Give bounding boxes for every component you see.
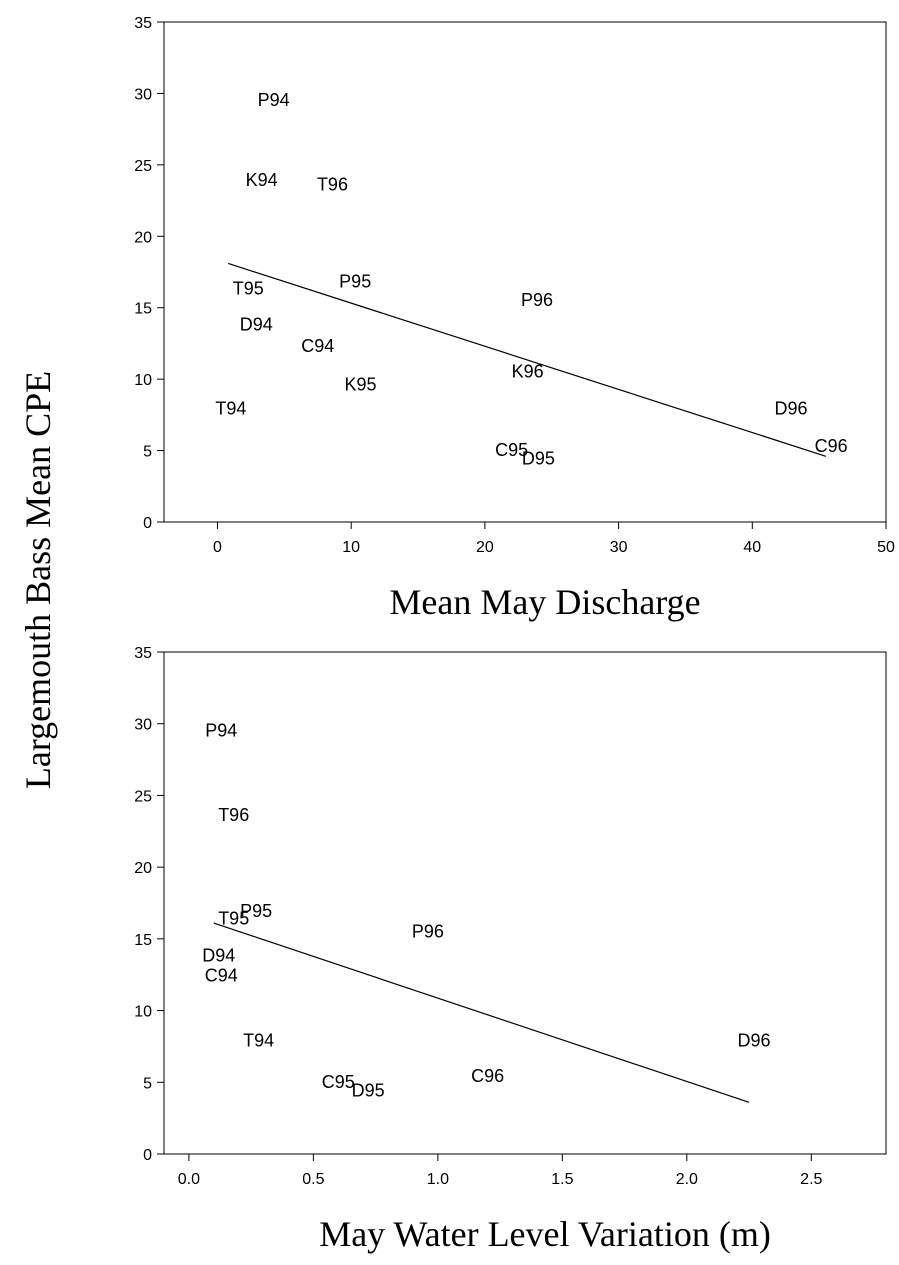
point-label: D94 xyxy=(202,946,235,966)
y-tick-label: 35 xyxy=(134,645,152,662)
y-tick-label: 5 xyxy=(143,1075,152,1092)
y-tick-label: 30 xyxy=(134,717,152,734)
x-tick-label: 50 xyxy=(877,539,895,556)
point-label: P95 xyxy=(339,272,371,292)
point-label: K96 xyxy=(512,362,544,382)
point-label: P96 xyxy=(412,921,444,941)
point-label: C95 xyxy=(322,1072,355,1092)
point-label: D96 xyxy=(775,399,808,419)
chart-top: 0 5 10 15 20 25 30 35 0 10 20 30 40 50 P94 K94 T96 T95 P95… xyxy=(134,15,895,622)
point-label: P96 xyxy=(521,290,553,310)
x-tick-label: 20 xyxy=(476,539,494,556)
x-tick-label: 0.5 xyxy=(302,1171,324,1188)
y-tick-label: 5 xyxy=(143,444,152,461)
point-label: D96 xyxy=(738,1030,771,1050)
y-tick-label: 10 xyxy=(134,372,152,389)
point-label: P94 xyxy=(205,720,237,740)
point-label: T94 xyxy=(243,1030,274,1050)
point-label: P94 xyxy=(258,90,290,110)
point-label: C95 xyxy=(495,440,528,460)
point-label: D94 xyxy=(240,314,273,334)
regression-line xyxy=(227,262,827,457)
shared-y-axis-title: Largemouth Bass Mean CPE xyxy=(18,371,58,789)
x-tick-label: 2.5 xyxy=(800,1171,822,1188)
y-tick-label: 0 xyxy=(143,515,152,532)
y-tick-label: 0 xyxy=(143,1147,152,1164)
plot-frame xyxy=(163,21,887,523)
x-tick-label: 10 xyxy=(342,539,360,556)
point-label: C94 xyxy=(205,966,238,986)
x-tick-label: 30 xyxy=(610,539,628,556)
point-label: T94 xyxy=(215,399,246,419)
y-tick-label: 10 xyxy=(134,1004,152,1021)
x-tick-label: 2.0 xyxy=(676,1171,698,1188)
y-tick-label: 20 xyxy=(134,229,152,246)
point-label: P95 xyxy=(240,901,272,921)
y-tick-label: 15 xyxy=(134,932,152,949)
point-label: C94 xyxy=(301,336,334,356)
point-label: T95 xyxy=(233,279,264,299)
x-tick-label: 0.0 xyxy=(178,1171,200,1188)
point-label: C96 xyxy=(471,1066,504,1086)
y-tick-label: 30 xyxy=(134,86,152,103)
x-tick-label: 1.0 xyxy=(427,1171,449,1188)
chart-bottom: 0 5 10 15 20 25 30 35 0.0 0.5 1.0 1.5 2.0 2.5 P94 T96 T9… xyxy=(134,645,887,1254)
x-axis-title: May Water Level Variation (m) xyxy=(319,1214,771,1254)
x-tick-label: 0 xyxy=(213,539,222,556)
plot-frame xyxy=(163,651,887,1155)
point-label: D95 xyxy=(522,449,555,469)
point-label: K95 xyxy=(345,374,377,394)
y-tick-label: 20 xyxy=(134,860,152,877)
point-label: T96 xyxy=(218,805,249,825)
x-axis-title: Mean May Discharge xyxy=(389,582,700,622)
point-label: K94 xyxy=(246,170,278,190)
point-label: C96 xyxy=(815,436,848,456)
y-tick-label: 25 xyxy=(134,788,152,805)
point-label: D95 xyxy=(352,1080,385,1100)
y-tick-label: 25 xyxy=(134,158,152,175)
y-tick-label: 35 xyxy=(134,15,152,32)
y-tick-label: 15 xyxy=(134,301,152,318)
x-tick-label: 40 xyxy=(743,539,761,556)
x-tick-label: 1.5 xyxy=(551,1171,573,1188)
point-label: T96 xyxy=(317,174,348,194)
point-label: T95 xyxy=(218,908,249,928)
regression-line xyxy=(213,922,750,1103)
